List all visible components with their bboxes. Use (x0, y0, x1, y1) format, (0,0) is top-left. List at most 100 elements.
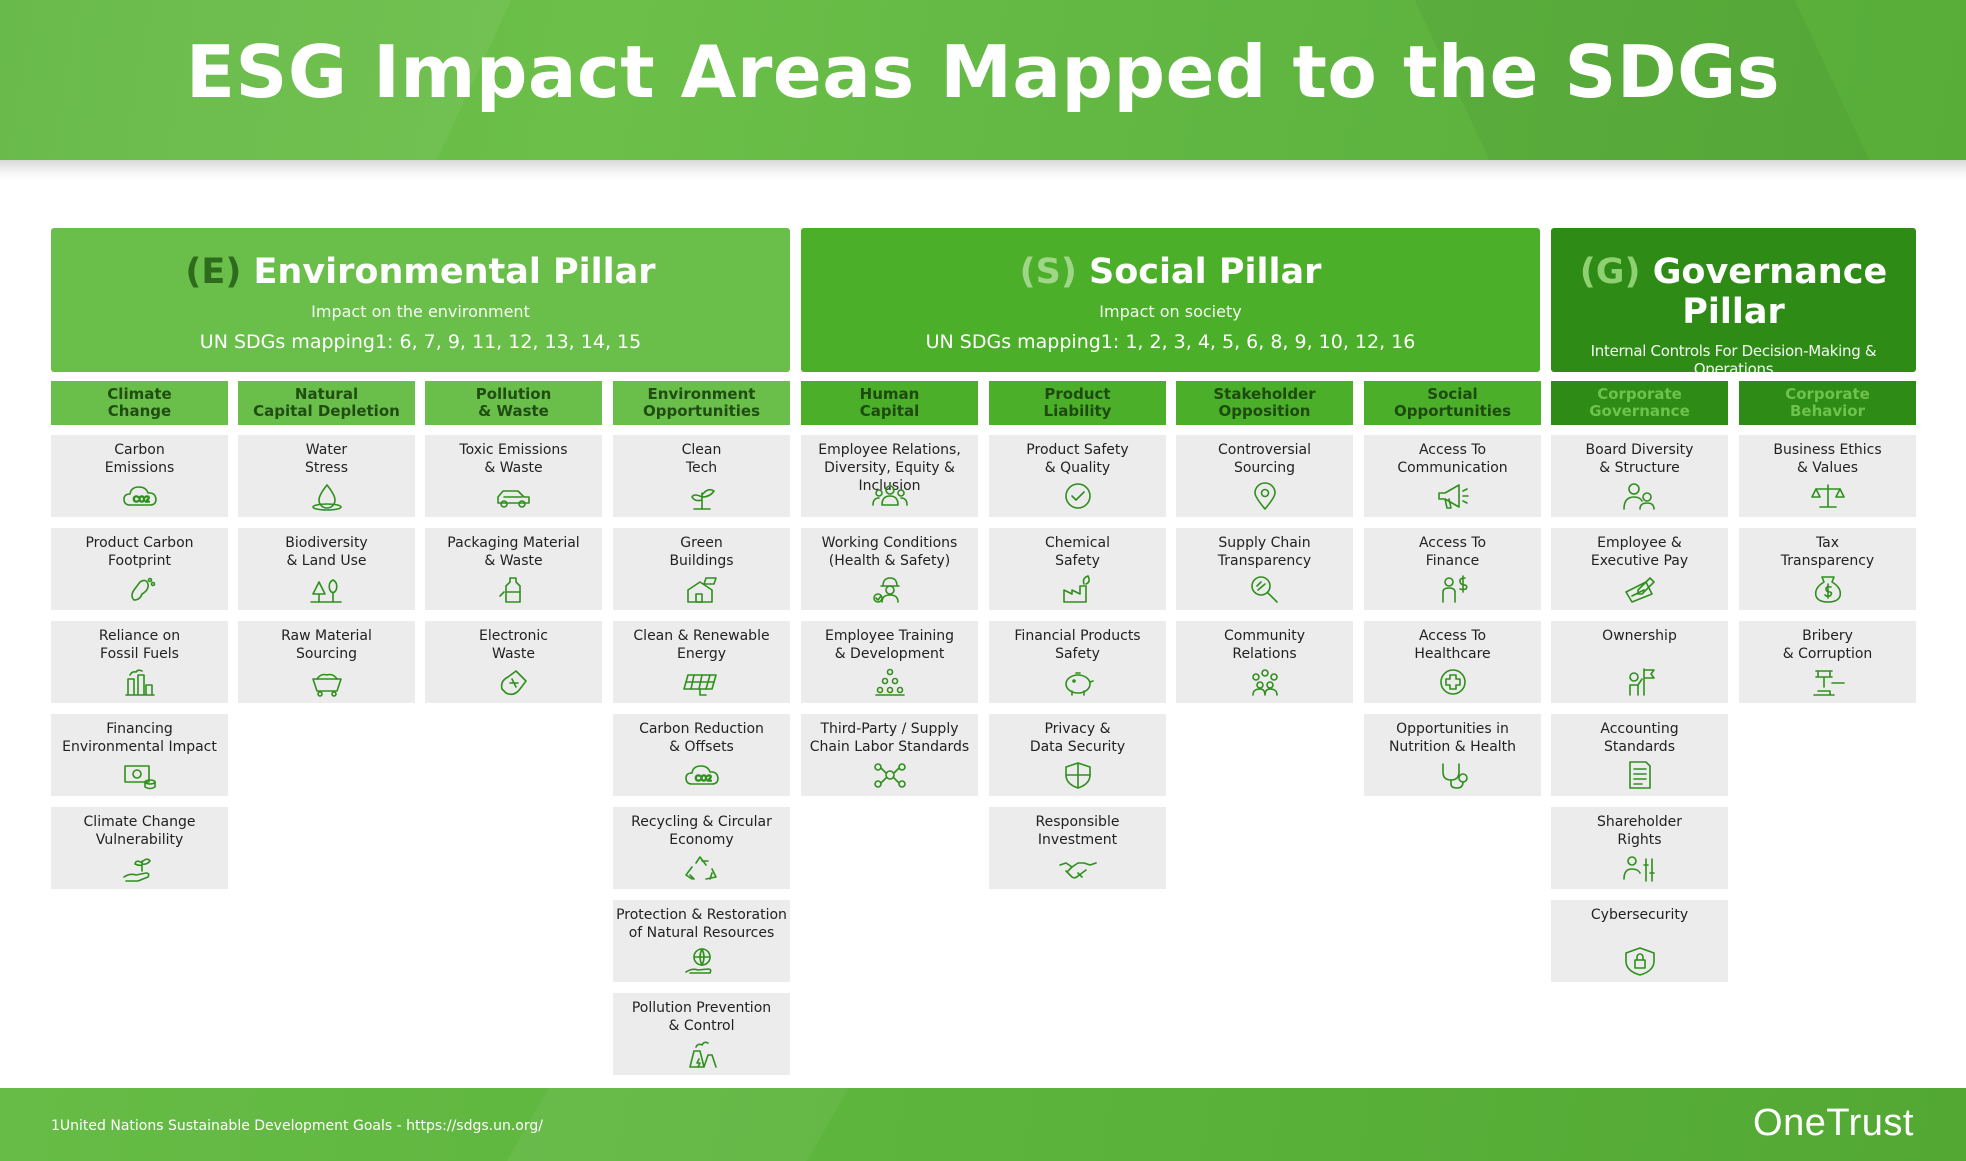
piggy-bank-icon (1058, 667, 1098, 697)
impact-tile-label: Biodiversity & Land Use (285, 535, 368, 569)
impact-tile-label: Packaging Material & Waste (447, 535, 580, 569)
stethoscope-icon (1433, 760, 1473, 790)
pillar-title: (S) Social Pillar (801, 252, 1540, 292)
category-header: Climate Change (51, 381, 228, 425)
person-sliders-icon (1620, 853, 1660, 883)
impact-tile-label: Access To Healthcare (1414, 628, 1491, 662)
category-header: Product Liability (989, 381, 1166, 425)
scales-icon (1808, 481, 1848, 511)
impact-tile-label: Cybersecurity (1590, 907, 1689, 923)
impact-tile-label: Electronic Waste (478, 628, 548, 662)
co2-cloud-icon: CO2 (120, 481, 160, 511)
impact-tile: Product Safety & Quality (989, 435, 1166, 517)
impact-tile: Pollution Prevention & Control (613, 993, 790, 1075)
category-header: Corporate Behavior (1739, 381, 1916, 425)
impact-tile: Product Carbon Footprint (51, 528, 228, 610)
governance-pillar: (G) Governance Pillar Internal Controls … (1551, 228, 1916, 430)
money-coins-icon (120, 760, 160, 790)
category-header: Pollution & Waste (425, 381, 602, 425)
impact-tile: Controversial Sourcing (1176, 435, 1353, 517)
megaphone-icon (1433, 481, 1473, 511)
pillar-title: (G) Governance Pillar (1551, 252, 1916, 332)
impact-tile: Access To Healthcare (1364, 621, 1541, 703)
pillar-title: (E) Environmental Pillar (51, 252, 790, 292)
impact-tile: Accounting Standards (1551, 714, 1728, 796)
pillar-subtitle: Impact on society (1099, 302, 1242, 321)
impact-tile: Opportunities in Nutrition & Health (1364, 714, 1541, 796)
category-header: Natural Capital Depletion (238, 381, 415, 425)
impact-tile: Shareholder Rights (1551, 807, 1728, 889)
impact-tile-label: Employee Training & Development (824, 628, 955, 662)
factory-chimney-icon (120, 667, 160, 697)
two-people-icon (1620, 481, 1660, 511)
brand-logo: OneTrust (1753, 1102, 1914, 1144)
house-solar-icon (682, 574, 722, 604)
pillar-sdgs: UN SDGs mapping1: 1, 2, 3, 4, 5, 6, 8, 9… (925, 331, 1416, 353)
impact-tile: Employee Relations, Diversity, Equity & … (801, 435, 978, 517)
network-people-icon (870, 760, 910, 790)
people-pyramid-icon (870, 667, 910, 697)
impact-tile-label: Employee & Executive Pay (1590, 535, 1689, 569)
water-drop-icon (307, 481, 347, 511)
community-icon (1245, 667, 1285, 697)
header-shadow (0, 160, 1966, 180)
money-bag-icon (1808, 574, 1848, 604)
category-header: Corporate Governance (1551, 381, 1728, 425)
bottle-icon (494, 574, 534, 604)
hand-plant-icon (120, 853, 160, 883)
impact-tile-label: Product Safety & Quality (1026, 442, 1129, 476)
impact-tile: Business Ethics & Values (1739, 435, 1916, 517)
impact-tile: Third-Party / Supply Chain Labor Standar… (801, 714, 978, 796)
impact-tile-label: Community Relations (1223, 628, 1306, 662)
impact-tile: Employee Training & Development (801, 621, 978, 703)
impact-tile: Green Buildings (613, 528, 790, 610)
impact-tile: Board Diversity & Structure (1551, 435, 1728, 517)
impact-tile: Clean & Renewable Energy (613, 621, 790, 703)
impact-tile-label: Accounting Standards (1600, 721, 1679, 755)
impact-tile: Carbon Emissions CO2 (51, 435, 228, 517)
worker-helmet-icon (870, 574, 910, 604)
impact-tile: Climate Change Vulnerability (51, 807, 228, 889)
impact-tile-label: Board Diversity & Structure (1585, 442, 1694, 476)
pillar-letter: (G) (1579, 252, 1641, 292)
impact-tile-label: Water Stress (304, 442, 349, 476)
pillar-name: Environmental Pillar (253, 252, 656, 292)
mine-cart-icon (307, 667, 347, 697)
recycle-icon (682, 853, 722, 883)
power-plant-icon (682, 1039, 722, 1069)
impact-tile: Tax Transparency (1739, 528, 1916, 610)
shield-lock-icon (1620, 946, 1660, 976)
impact-tile: Recycling & Circular Economy (613, 807, 790, 889)
impact-tile: Supply Chain Transparency (1176, 528, 1353, 610)
person-flag-icon (1620, 667, 1660, 697)
svg-text:CO2: CO2 (695, 774, 712, 783)
impact-tile-label: Reliance on Fossil Fuels (98, 628, 181, 662)
impact-tile-label: Raw Material Sourcing (281, 628, 372, 662)
impact-tile-label: Green Buildings (669, 535, 734, 569)
sprout-icon (682, 481, 722, 511)
impact-tile: Financing Environmental Impact (51, 714, 228, 796)
category-header: Stakeholder Opposition (1176, 381, 1353, 425)
pillar-letter: (E) (185, 252, 242, 292)
page-title: ESG Impact Areas Mapped to the SDGs (185, 30, 1781, 114)
impact-tile-label: Carbon Reduction & Offsets (639, 721, 764, 755)
shield-icon (1058, 760, 1098, 790)
map-pin-icon (1245, 481, 1285, 511)
impact-tile: Bribery & Corruption (1739, 621, 1916, 703)
pillar-name: Social Pillar (1089, 252, 1322, 292)
impact-tile: Water Stress (238, 435, 415, 517)
plug-icon (494, 667, 534, 697)
impact-tile-label: Clean & Renewable Energy (633, 628, 770, 662)
category-header: Human Capital (801, 381, 978, 425)
factory-leaf-icon (1058, 574, 1098, 604)
impact-tile-label: Access To Communication (1397, 442, 1508, 476)
pillar-letter: (S) (1019, 252, 1077, 292)
impact-tile: Access To Finance (1364, 528, 1541, 610)
impact-tile: Raw Material Sourcing (238, 621, 415, 703)
trees-icon (307, 574, 347, 604)
impact-tile-label: Pollution Prevention & Control (631, 1000, 772, 1034)
impact-tile-label: Ownership (1602, 628, 1677, 644)
handshake-icon (1058, 853, 1098, 883)
impact-tile-label: Toxic Emissions & Waste (459, 442, 568, 476)
impact-tile-label: Bribery & Corruption (1782, 628, 1873, 662)
